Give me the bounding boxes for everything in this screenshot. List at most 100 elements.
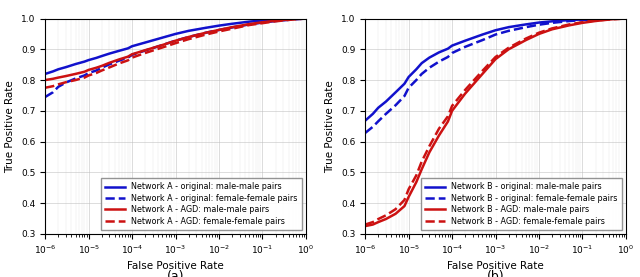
Network B - original: male-male pairs: (8e-06, 0.788): male-male pairs: (8e-06, 0.788) [401,82,408,85]
Network B - original: female-female pairs: (1.5e-06, 0.648): female-female pairs: (1.5e-06, 0.648) [369,125,377,129]
Network B - AGD: female-female pairs: (0.01, 0.954): female-female pairs: (0.01, 0.954) [535,31,543,34]
Network A - AGD: male-male pairs: (5e-05, 0.867): male-male pairs: (5e-05, 0.867) [115,58,123,61]
Network A - original: female-female pairs: (8e-06, 0.815): female-female pairs: (8e-06, 0.815) [81,74,88,77]
Network B - original: female-female pairs: (0.05, 0.992): female-female pairs: (0.05, 0.992) [566,19,573,23]
Network B - original: female-female pairs: (1e-05, 0.775): female-female pairs: (1e-05, 0.775) [405,86,413,89]
Network A - AGD: female-female pairs: (0.5, 0.997): female-female pairs: (0.5, 0.997) [289,18,296,21]
Network B - original: male-male pairs: (0.0002, 0.928): male-male pairs: (0.0002, 0.928) [461,39,469,42]
Network A - AGD: female-female pairs: (0.01, 0.958): female-female pairs: (0.01, 0.958) [215,30,223,33]
Network B - original: male-male pairs: (0.02, 0.991): male-male pairs: (0.02, 0.991) [548,20,556,23]
Network B - AGD: male-male pairs: (1, 1): male-male pairs: (1, 1) [622,17,630,20]
Network B - original: female-female pairs: (1.5e-05, 0.8): female-female pairs: (1.5e-05, 0.8) [412,78,420,82]
Network A - AGD: male-male pairs: (8e-05, 0.876): male-male pairs: (8e-05, 0.876) [124,55,132,58]
Network B - original: male-male pairs: (0.1, 0.997): male-male pairs: (0.1, 0.997) [579,18,586,21]
Network B - original: female-female pairs: (0.5, 1): female-female pairs: (0.5, 1) [609,17,616,20]
Network B - original: male-male pairs: (1e-06, 0.668): male-male pairs: (1e-06, 0.668) [362,119,369,122]
Network A - AGD: male-male pairs: (0.0005, 0.914): male-male pairs: (0.0005, 0.914) [159,43,166,47]
Network B - AGD: male-male pairs: (1e-06, 0.325): male-male pairs: (1e-06, 0.325) [362,224,369,228]
Network A - AGD: female-female pairs: (0.02, 0.967): female-female pairs: (0.02, 0.967) [228,27,236,30]
Network B - AGD: female-female pairs: (1, 1): female-female pairs: (1, 1) [622,17,630,20]
Network B - AGD: male-male pairs: (0.0005, 0.82): male-male pairs: (0.0005, 0.82) [479,72,486,76]
Network B - AGD: female-female pairs: (0.0005, 0.83): female-female pairs: (0.0005, 0.83) [479,69,486,73]
Network B - original: male-male pairs: (0.5, 1): male-male pairs: (0.5, 1) [609,17,616,20]
Network A - original: female-female pairs: (1.5e-05, 0.831): female-female pairs: (1.5e-05, 0.831) [92,69,100,72]
Network A - original: female-female pairs: (0.5, 0.997): female-female pairs: (0.5, 0.997) [289,18,296,21]
Network A - original: male-male pairs: (0.02, 0.983): male-male pairs: (0.02, 0.983) [228,22,236,25]
Line: Network A - AGD: male-male pairs: Network A - AGD: male-male pairs [45,19,306,80]
Network B - original: female-female pairs: (8e-05, 0.875): female-female pairs: (8e-05, 0.875) [444,55,452,59]
Network A - original: female-female pairs: (3e-05, 0.851): female-female pairs: (3e-05, 0.851) [106,63,113,66]
Network B - original: female-female pairs: (0.002, 0.96): female-female pairs: (0.002, 0.96) [505,29,513,32]
Network B - AGD: female-female pairs: (8e-05, 0.682): female-female pairs: (8e-05, 0.682) [444,115,452,118]
Network B - original: male-male pairs: (1.5e-05, 0.835): male-male pairs: (1.5e-05, 0.835) [412,68,420,71]
Network A - AGD: male-male pairs: (1e-06, 0.8): male-male pairs: (1e-06, 0.8) [42,78,49,82]
Network B - original: female-female pairs: (0.01, 0.98): female-female pairs: (0.01, 0.98) [535,23,543,26]
Line: Network B - original: female-female pairs: Network B - original: female-female pair… [365,19,626,133]
Network A - original: male-male pairs: (0.5, 0.999): male-male pairs: (0.5, 0.999) [289,17,296,20]
Network A - original: male-male pairs: (8e-05, 0.903): male-male pairs: (8e-05, 0.903) [124,47,132,50]
Network A - AGD: female-female pairs: (0.0002, 0.888): female-female pairs: (0.0002, 0.888) [141,51,149,55]
Network A - original: male-male pairs: (0.0001, 0.91): male-male pairs: (0.0001, 0.91) [128,45,136,48]
Network A - AGD: female-female pairs: (5e-05, 0.854): female-female pairs: (5e-05, 0.854) [115,62,123,65]
Network B - AGD: female-female pairs: (0.0002, 0.768): female-female pairs: (0.0002, 0.768) [461,88,469,91]
Network A - AGD: male-male pairs: (5e-06, 0.82): male-male pairs: (5e-06, 0.82) [72,72,79,76]
Network A - original: male-male pairs: (1e-06, 0.82): male-male pairs: (1e-06, 0.82) [42,72,49,76]
Network B - original: female-female pairs: (0.0001, 0.888): female-female pairs: (0.0001, 0.888) [448,51,456,55]
Network B - original: male-male pairs: (3e-05, 0.873): male-male pairs: (3e-05, 0.873) [426,56,433,59]
Line: Network B - AGD: female-female pairs: Network B - AGD: female-female pairs [365,19,626,225]
Network B - AGD: male-male pairs: (1.5e-06, 0.33): male-male pairs: (1.5e-06, 0.33) [369,223,377,226]
Network B - AGD: female-female pairs: (5e-06, 0.38): female-female pairs: (5e-06, 0.38) [392,207,399,211]
Line: Network A - AGD: female-female pairs: Network A - AGD: female-female pairs [45,19,306,88]
Network A - AGD: male-male pairs: (1.5e-05, 0.84): male-male pairs: (1.5e-05, 0.84) [92,66,100,70]
Line: Network A - original: female-female pairs: Network A - original: female-female pair… [45,19,306,97]
Network B - AGD: female-female pairs: (5e-05, 0.642): female-female pairs: (5e-05, 0.642) [435,127,443,130]
Network B - original: male-male pairs: (2e-05, 0.855): male-male pairs: (2e-05, 0.855) [418,61,426,65]
Network A - original: female-female pairs: (3e-06, 0.792): female-female pairs: (3e-06, 0.792) [62,81,70,84]
Network A - AGD: male-male pairs: (0.001, 0.928): male-male pairs: (0.001, 0.928) [172,39,179,42]
Network A - original: female-female pairs: (0.02, 0.971): female-female pairs: (0.02, 0.971) [228,26,236,29]
Network B - AGD: female-female pairs: (0.0001, 0.716): female-female pairs: (0.0001, 0.716) [448,104,456,107]
Network A - AGD: male-male pairs: (3e-06, 0.813): male-male pairs: (3e-06, 0.813) [62,75,70,78]
Legend: Network A - original: male-male pairs, Network A - original: female-female pairs: Network A - original: male-male pairs, N… [101,178,302,230]
Network B - original: male-male pairs: (1, 1): male-male pairs: (1, 1) [622,17,630,20]
Network B - AGD: male-male pairs: (0.2, 0.992): male-male pairs: (0.2, 0.992) [591,19,599,23]
Network A - AGD: male-male pairs: (0.5, 0.998): male-male pairs: (0.5, 0.998) [289,17,296,21]
Network A - original: male-male pairs: (0.0002, 0.922): male-male pairs: (0.0002, 0.922) [141,41,149,44]
Network B - original: male-male pairs: (5e-05, 0.89): male-male pairs: (5e-05, 0.89) [435,51,443,54]
Network A - original: male-male pairs: (1, 1): male-male pairs: (1, 1) [302,17,310,20]
Network A - original: female-female pairs: (5e-06, 0.805): female-female pairs: (5e-06, 0.805) [72,77,79,80]
Network B - AGD: female-female pairs: (1.5e-05, 0.49): female-female pairs: (1.5e-05, 0.49) [412,174,420,177]
Network B - AGD: male-male pairs: (0.002, 0.9): male-male pairs: (0.002, 0.9) [505,48,513,51]
Network B - AGD: female-female pairs: (0.001, 0.875): female-female pairs: (0.001, 0.875) [492,55,499,59]
Network B - AGD: female-female pairs: (3e-05, 0.585): female-female pairs: (3e-05, 0.585) [426,145,433,148]
Network B - AGD: male-male pairs: (3e-06, 0.348): male-male pairs: (3e-06, 0.348) [382,217,390,221]
Network B - original: female-female pairs: (3e-06, 0.69): female-female pairs: (3e-06, 0.69) [382,112,390,116]
Network B - AGD: male-male pairs: (0.0001, 0.7): male-male pairs: (0.0001, 0.7) [448,109,456,112]
Network A - AGD: female-female pairs: (8e-06, 0.808): female-female pairs: (8e-06, 0.808) [81,76,88,79]
Network A - original: female-female pairs: (0.01, 0.963): female-female pairs: (0.01, 0.963) [215,28,223,32]
Network A - original: male-male pairs: (0.2, 0.997): male-male pairs: (0.2, 0.997) [271,18,279,21]
Network A - AGD: male-male pairs: (0.01, 0.963): male-male pairs: (0.01, 0.963) [215,28,223,32]
Network A - original: male-male pairs: (2e-06, 0.835): male-male pairs: (2e-06, 0.835) [54,68,62,71]
Network B - AGD: male-male pairs: (8e-06, 0.39): male-male pairs: (8e-06, 0.39) [401,204,408,208]
Network A - original: male-male pairs: (0.05, 0.99): male-male pairs: (0.05, 0.99) [246,20,253,23]
Network B - original: female-female pairs: (0.2, 0.998): female-female pairs: (0.2, 0.998) [591,17,599,21]
Network B - original: male-male pairs: (0.01, 0.987): male-male pairs: (0.01, 0.987) [535,21,543,24]
Text: (a): (a) [167,270,184,277]
Line: Network A - original: male-male pairs: Network A - original: male-male pairs [45,19,306,74]
Network B - original: female-female pairs: (8e-06, 0.748): female-female pairs: (8e-06, 0.748) [401,94,408,98]
Network A - original: male-male pairs: (1.5e-06, 0.828): male-male pairs: (1.5e-06, 0.828) [49,70,57,73]
Network A - original: female-female pairs: (1e-05, 0.823): female-female pairs: (1e-05, 0.823) [85,71,93,75]
Network A - original: male-male pairs: (2e-05, 0.878): male-male pairs: (2e-05, 0.878) [98,54,106,58]
Network B - AGD: female-female pairs: (2e-06, 0.348): female-female pairs: (2e-06, 0.348) [374,217,382,221]
X-axis label: False Positive Rate: False Positive Rate [447,261,544,271]
Network B - original: male-male pairs: (0.2, 0.999): male-male pairs: (0.2, 0.999) [591,17,599,20]
Network B - original: female-female pairs: (5e-05, 0.86): female-female pairs: (5e-05, 0.86) [435,60,443,63]
Network B - AGD: male-male pairs: (3e-05, 0.565): male-male pairs: (3e-05, 0.565) [426,151,433,154]
Network B - original: female-female pairs: (1, 1): female-female pairs: (1, 1) [622,17,630,20]
Network B - original: male-male pairs: (1e-05, 0.81): male-male pairs: (1e-05, 0.81) [405,75,413,79]
Network A - original: female-female pairs: (2e-05, 0.84): female-female pairs: (2e-05, 0.84) [98,66,106,70]
Legend: Network B - original: male-male pairs, Network B - original: female-female pairs: Network B - original: male-male pairs, N… [421,178,622,230]
Network A - AGD: female-female pairs: (3e-06, 0.793): female-female pairs: (3e-06, 0.793) [62,81,70,84]
Network A - original: male-male pairs: (0.1, 0.994): male-male pairs: (0.1, 0.994) [259,19,266,22]
